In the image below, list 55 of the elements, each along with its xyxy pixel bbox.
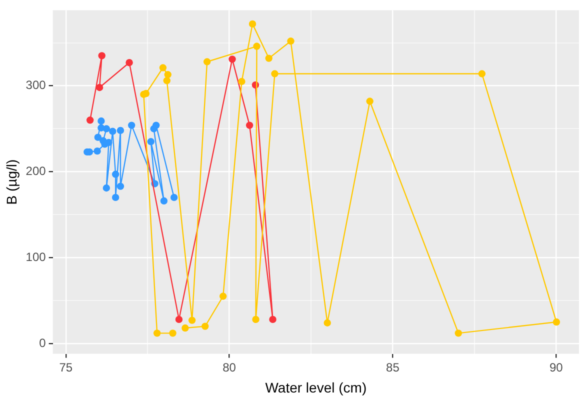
point — [324, 319, 331, 326]
point — [102, 125, 110, 132]
y-axis-title: B (µg/l) — [3, 159, 20, 205]
point — [109, 128, 116, 135]
point — [94, 134, 102, 141]
point — [252, 316, 260, 324]
point — [228, 56, 236, 63]
point — [169, 330, 176, 337]
point — [152, 122, 160, 129]
point — [147, 138, 154, 146]
point — [170, 194, 178, 202]
point — [248, 20, 256, 28]
point — [116, 182, 124, 190]
point — [163, 77, 170, 84]
point — [265, 54, 272, 62]
point — [86, 116, 94, 124]
x-axis-title: Water level (cm) — [265, 379, 367, 396]
point — [112, 170, 120, 178]
point — [96, 84, 104, 92]
point — [219, 292, 227, 300]
point — [188, 316, 196, 324]
point — [203, 58, 211, 66]
point — [454, 330, 462, 337]
point — [102, 184, 110, 192]
y-tick-label: 200 — [26, 164, 46, 178]
point — [366, 98, 374, 105]
point — [112, 194, 120, 202]
point — [126, 59, 133, 66]
y-tick-label: 100 — [26, 250, 46, 264]
point — [238, 78, 246, 86]
point — [269, 316, 276, 324]
point — [160, 197, 168, 204]
y-tick-label: 0 — [39, 336, 46, 350]
point — [202, 322, 209, 330]
point — [128, 122, 136, 129]
point — [478, 70, 486, 78]
point — [287, 38, 294, 45]
point — [271, 70, 278, 78]
point — [182, 324, 189, 332]
point — [246, 122, 254, 129]
point — [98, 117, 105, 125]
point — [253, 42, 260, 50]
x-tick-label: 90 — [549, 360, 564, 374]
point — [164, 71, 172, 78]
point — [552, 318, 560, 326]
y-tick-label: 300 — [26, 78, 46, 92]
point — [175, 316, 183, 324]
x-tick-label: 85 — [386, 360, 400, 374]
point — [98, 52, 106, 60]
x-tick-label: 75 — [59, 360, 73, 374]
point — [153, 330, 161, 337]
point — [94, 147, 101, 155]
point — [116, 126, 124, 134]
point — [159, 64, 167, 72]
x-tick-label: 80 — [222, 360, 236, 374]
